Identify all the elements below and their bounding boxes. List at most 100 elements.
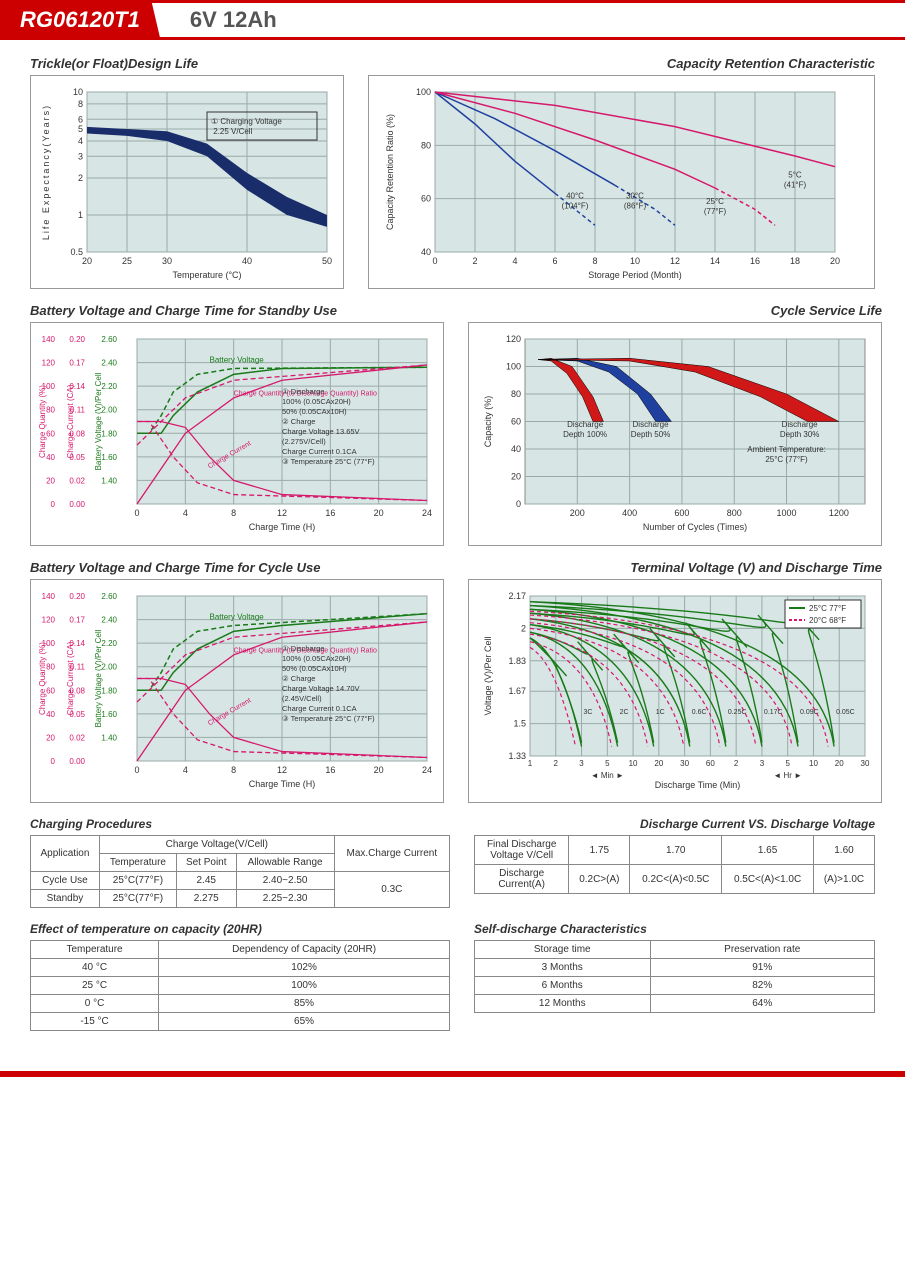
svg-text:80: 80 — [421, 140, 431, 150]
cell: 25°C(77°F) — [99, 872, 176, 890]
cell: 2.25~2.30 — [236, 890, 334, 908]
svg-text:Capacity Retention Ratio (%): Capacity Retention Ratio (%) — [385, 114, 395, 230]
cell: 2.275 — [176, 890, 236, 908]
svg-text:12: 12 — [277, 765, 287, 775]
svg-text:3: 3 — [579, 759, 584, 768]
cell: 1.60 — [813, 836, 874, 865]
svg-text:140: 140 — [42, 335, 56, 344]
svg-text:60: 60 — [511, 417, 521, 427]
svg-text:1.60: 1.60 — [101, 710, 117, 719]
svg-text:2.60: 2.60 — [101, 335, 117, 344]
svg-text:1.80: 1.80 — [101, 686, 117, 695]
svg-text:3: 3 — [78, 151, 83, 161]
svg-text:2.00: 2.00 — [101, 406, 117, 415]
div-title: Discharge Current VS. Discharge Voltage — [474, 817, 875, 831]
svg-text:2: 2 — [734, 759, 739, 768]
svg-text:0.5: 0.5 — [70, 247, 83, 257]
svg-text:2.00: 2.00 — [101, 663, 117, 672]
svg-text:Charge Current 0.1CA: Charge Current 0.1CA — [282, 704, 357, 713]
svg-text:0.17: 0.17 — [69, 359, 85, 368]
svg-text:30: 30 — [861, 759, 870, 768]
svg-text:0.6C: 0.6C — [692, 709, 707, 716]
svg-text:0.00: 0.00 — [69, 757, 85, 766]
svg-text:0: 0 — [516, 499, 521, 509]
svg-text:① Discharge: ① Discharge — [282, 644, 325, 653]
terminal-chart: 1.331.51.671.8322.1712351020306023510203… — [468, 579, 882, 803]
svg-text:1.40: 1.40 — [101, 733, 117, 742]
table-row: 3 Months91% — [475, 959, 875, 977]
svg-text:100: 100 — [416, 87, 431, 97]
svg-text:20: 20 — [835, 759, 844, 768]
svg-text:4: 4 — [512, 256, 517, 266]
tempcap-title: Effect of temperature on capacity (20HR) — [30, 922, 450, 936]
svg-text:18: 18 — [790, 256, 800, 266]
svg-text:0: 0 — [134, 765, 139, 775]
svg-text:16: 16 — [325, 508, 335, 518]
svg-text:25°C 77°F: 25°C 77°F — [809, 604, 846, 613]
div-table: Final Discharge Voltage V/Cell 1.75 1.70… — [474, 835, 875, 894]
table-row: 40 °C102% — [31, 959, 450, 977]
svg-text:② Charge: ② Charge — [282, 417, 315, 426]
svg-text:4: 4 — [183, 765, 188, 775]
svg-text:12: 12 — [670, 256, 680, 266]
svg-text:20: 20 — [82, 256, 92, 266]
svg-text:Charge Current 0.1CA: Charge Current 0.1CA — [282, 447, 357, 456]
svg-text:10: 10 — [629, 759, 638, 768]
model-badge: RG06120T1 — [0, 3, 160, 37]
svg-text:1: 1 — [528, 759, 533, 768]
svg-text:Storage Period (Month): Storage Period (Month) — [588, 270, 682, 280]
svg-text:2.17: 2.17 — [508, 591, 526, 601]
standby-chart: 048121620240204060801001201400.000.020.0… — [30, 322, 444, 546]
svg-text:2.40: 2.40 — [101, 616, 117, 625]
svg-text:10: 10 — [73, 87, 83, 97]
svg-text:20: 20 — [46, 476, 55, 485]
svg-text:Voltage (V)/Per Cell: Voltage (V)/Per Cell — [483, 636, 493, 715]
svg-text:140: 140 — [42, 592, 56, 601]
svg-text:5: 5 — [785, 759, 790, 768]
svg-text:(2.45V/Cell): (2.45V/Cell) — [282, 694, 322, 703]
svg-text:1.67: 1.67 — [508, 686, 526, 696]
svg-text:2: 2 — [472, 256, 477, 266]
svg-text:16: 16 — [750, 256, 760, 266]
svg-text:② Charge: ② Charge — [282, 674, 315, 683]
svg-text:0: 0 — [134, 508, 139, 518]
svg-text:5: 5 — [78, 124, 83, 134]
svg-text:Charge Time (H): Charge Time (H) — [249, 522, 316, 532]
svg-text:8: 8 — [592, 256, 597, 266]
svg-text:1.40: 1.40 — [101, 476, 117, 485]
cell: 2.45 — [176, 872, 236, 890]
th-ar: Allowable Range — [236, 854, 334, 872]
svg-text:2C: 2C — [620, 709, 629, 716]
selfd-title: Self-discharge Characteristics — [474, 922, 875, 936]
footer-bar — [0, 1071, 905, 1077]
svg-text:60: 60 — [46, 429, 55, 438]
cyclecharge-chart: 048121620240204060801001201400.000.020.0… — [30, 579, 444, 803]
svg-text:120: 120 — [506, 334, 521, 344]
svg-text:0.05C: 0.05C — [836, 709, 855, 716]
svg-text:100: 100 — [506, 362, 521, 372]
svg-text:0.20: 0.20 — [69, 335, 85, 344]
cell: 64% — [650, 995, 875, 1013]
cyclelife-chart: 20040060080010001200020406080100120Disch… — [468, 322, 882, 546]
svg-text:12: 12 — [277, 508, 287, 518]
svg-text:1C: 1C — [656, 709, 665, 716]
cell: Cycle Use — [31, 872, 100, 890]
svg-text:5: 5 — [605, 759, 610, 768]
svg-text:0.02: 0.02 — [69, 476, 85, 485]
svg-text:3C: 3C — [584, 709, 593, 716]
svg-text:60: 60 — [706, 759, 715, 768]
svg-text:Charge Voltage 14.70V: Charge Voltage 14.70V — [282, 684, 360, 693]
svg-text:DischargeDepth 50%: DischargeDepth 50% — [631, 420, 671, 439]
cell: 100% — [159, 977, 450, 995]
svg-text:24: 24 — [422, 508, 432, 518]
table-row: Cycle Use 25°C(77°F) 2.45 2.40~2.50 0.3C — [31, 872, 450, 890]
svg-text:Charge Quantity (%): Charge Quantity (%) — [38, 642, 47, 715]
cell: 0.5C<(A)<1.0C — [722, 865, 814, 894]
svg-text:2.60: 2.60 — [101, 592, 117, 601]
svg-text:Battery Voltage: Battery Voltage — [210, 613, 265, 622]
svg-text:2.20: 2.20 — [101, 639, 117, 648]
charging-title: Charging Procedures — [30, 817, 450, 831]
th-max: Max.Charge Current — [334, 836, 449, 872]
svg-text:20: 20 — [374, 765, 384, 775]
cyclelife-title: Cycle Service Life — [468, 303, 882, 318]
